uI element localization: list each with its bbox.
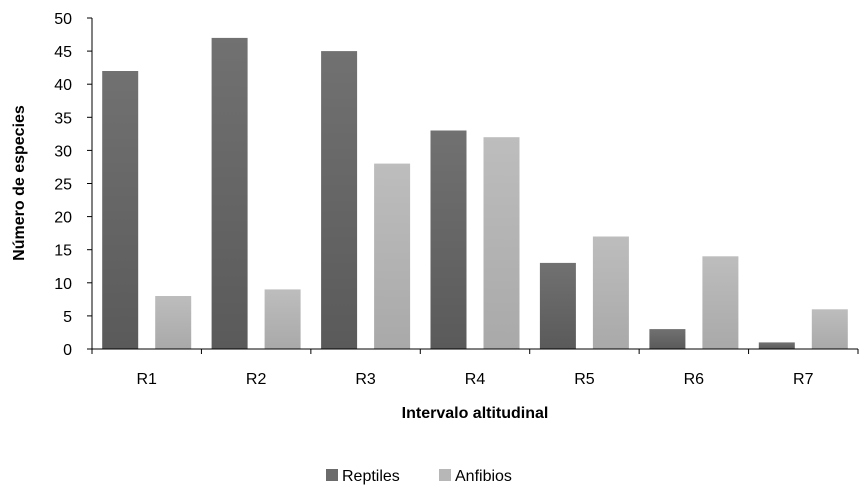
bar-anfibios-r5 [592,236,629,349]
y-tick-label: 50 [54,11,72,28]
legend: Reptiles Anfibios [326,468,512,485]
y-axis-ticks: 0 5 10 15 20 25 30 35 40 45 50 [54,11,92,359]
bar-reptiles-r5 [539,262,576,349]
bar-anfibios-r4 [483,137,520,349]
y-tick-label: 35 [54,110,72,127]
x-tick-label-r2: R2 [246,371,267,388]
x-tick-label-r6: R6 [684,371,705,388]
y-axis-title: Número de especies [11,105,28,261]
bar-reptiles-r2 [211,37,248,350]
bar-reptiles-r4 [430,130,467,349]
bar-reptiles-r7 [758,342,795,349]
bar-anfibios-r6 [702,256,739,349]
y-tick-label: 5 [63,309,72,326]
bar-anfibios-r3 [374,163,411,349]
legend-label-anfibios: Anfibios [455,468,512,485]
x-axis-title: Intervalo altitudinal [402,405,549,422]
bar-anfibios-r1 [155,296,192,349]
y-tick-label: 10 [54,276,72,293]
bar-reptiles-r3 [321,51,358,349]
y-tick-label: 45 [54,44,72,61]
x-tick-label-r5: R5 [574,371,595,388]
y-tick-label: 0 [63,342,72,359]
y-tick-label: 20 [54,210,72,227]
legend-label-reptiles: Reptiles [342,468,400,485]
bar-anfibios-r7 [811,309,848,349]
x-tick-label-r4: R4 [465,371,486,388]
x-tick-label-r1: R1 [136,371,157,388]
legend-swatch-reptiles [326,469,338,481]
x-tick-label-r7: R7 [793,371,814,388]
y-tick-label: 40 [54,77,72,94]
legend-swatch-anfibios [439,469,451,481]
y-tick-label: 15 [54,243,72,260]
bars [102,37,848,350]
bar-reptiles-r6 [649,329,686,349]
x-tick-label-r3: R3 [355,371,376,388]
y-tick-label: 25 [54,177,72,194]
bar-anfibios-r2 [264,289,301,349]
bar-reptiles-r1 [102,71,139,349]
y-tick-label: 30 [54,143,72,160]
plot-area [91,18,858,350]
x-axis-ticks: R1 R2 R3 R4 R5 R6 R7 [91,349,859,388]
